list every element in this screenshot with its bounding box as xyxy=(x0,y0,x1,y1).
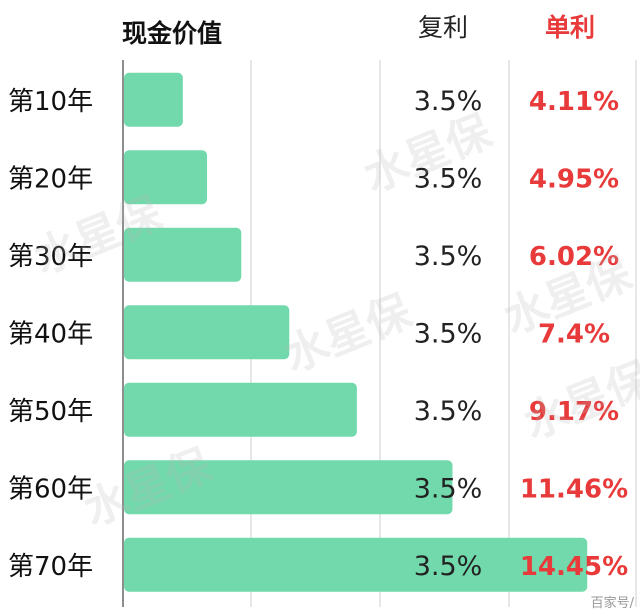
category-label: 第60年 xyxy=(8,474,93,504)
category-label: 第20年 xyxy=(8,164,93,194)
category-label: 第40年 xyxy=(8,319,93,349)
simple-rate-label: 4.95% xyxy=(529,164,619,194)
category-label: 第70年 xyxy=(8,552,93,582)
category-label: 第10年 xyxy=(8,87,93,117)
simple-rate-label: 14.45% xyxy=(520,552,628,582)
cash-value-bar xyxy=(124,460,453,515)
compound-interest-header: 复利 xyxy=(418,13,469,42)
corner-watermark: 百家号/ xyxy=(590,596,634,611)
compound-rate-label: 3.5% xyxy=(414,318,483,349)
simple-rate-label: 11.46% xyxy=(520,474,628,504)
simple-rate-label: 6.02% xyxy=(529,242,619,272)
cash-value-bar xyxy=(124,72,183,127)
compound-rate-label: 3.5% xyxy=(414,163,483,194)
compound-rate-label: 3.5% xyxy=(414,396,483,427)
compound-rate-label: 3.5% xyxy=(414,241,483,272)
simple-interest-header: 单利 xyxy=(545,13,596,42)
cash-value-header: 现金价值 xyxy=(122,19,223,48)
simple-rate-label: 9.17% xyxy=(529,397,619,427)
cash-value-bar xyxy=(124,537,588,592)
category-label: 第30年 xyxy=(8,242,93,272)
simple-rate-label: 7.4% xyxy=(538,319,610,349)
compound-rate-label: 3.5% xyxy=(414,551,483,582)
simple-rate-label: 4.11% xyxy=(529,87,619,117)
cash-value-bar xyxy=(124,305,290,360)
compound-rate-label: 3.5% xyxy=(414,473,483,504)
category-label: 第50年 xyxy=(8,397,93,427)
cash-value-bar xyxy=(124,150,208,205)
cash-value-bar xyxy=(124,382,357,437)
cash-value-bar xyxy=(124,227,242,282)
compound-rate-label: 3.5% xyxy=(414,86,483,117)
